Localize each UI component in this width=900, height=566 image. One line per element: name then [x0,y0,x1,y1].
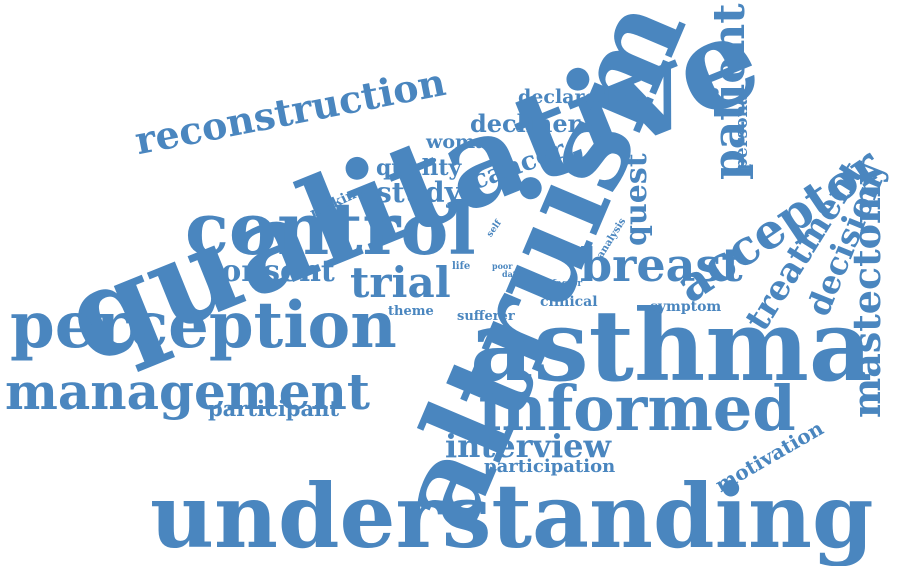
word-factor: factor [552,279,583,289]
word-informed: informed [478,372,796,445]
word-interview: interview [445,427,612,465]
word-theme: theme [388,304,434,319]
word-consent: consent [203,254,335,289]
word-quest: quest [619,153,654,246]
word-trial: trial [350,258,451,307]
word-perception: perception [10,288,397,363]
word-participant: participant [208,396,340,421]
word-quality: quality [376,155,462,181]
word-clinical: clinical [540,294,598,310]
word-life: life [452,261,471,272]
word-declared: declared [518,86,610,108]
word-management: management [5,362,370,421]
word-control: control [185,186,476,271]
word-sufferer: sufferer [457,309,515,324]
word-study: study [376,176,461,209]
word-poor: poor [492,261,513,271]
word-date: date [502,269,522,279]
word-breast: breast [580,238,743,292]
word-woman: woman [426,131,502,153]
word-decliner: decliner [470,109,581,138]
word-participation: participation [484,456,616,477]
word-personal: personal [732,87,752,170]
word-symptom: symptom [650,299,722,315]
word-asthma: asthma [470,289,873,404]
word-understanding: understanding [150,464,874,566]
